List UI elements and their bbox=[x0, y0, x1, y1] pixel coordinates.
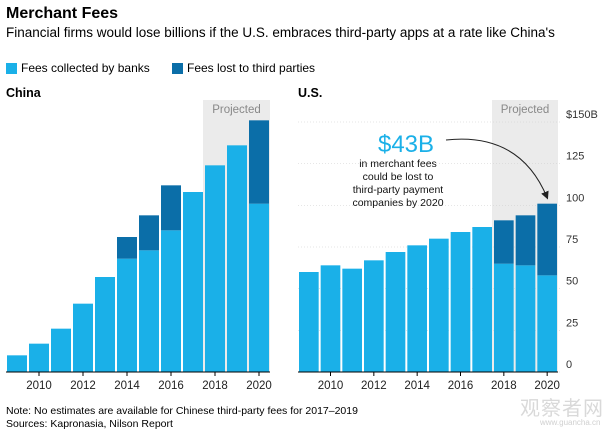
watermark-url: www.guancha.cn bbox=[540, 418, 601, 427]
footer-note: Note: No estimates are available for Chi… bbox=[6, 405, 358, 417]
us-bar-banks bbox=[364, 260, 384, 372]
legend-label-banks: Fees collected by banks bbox=[21, 61, 150, 75]
us-bar-banks bbox=[450, 232, 471, 372]
us-bar-banks bbox=[537, 275, 557, 372]
legend-swatch-third-parties bbox=[172, 62, 183, 74]
china-bar-banks bbox=[51, 328, 71, 372]
us-bar-banks bbox=[299, 272, 319, 372]
annotation-text-line: in merchant fees bbox=[359, 158, 437, 170]
us-bar-banks bbox=[429, 238, 449, 372]
annotation-arrow bbox=[445, 138, 549, 200]
legend-item-banks: Fees collected by banks bbox=[6, 61, 150, 75]
us-y-tick-label: 50 bbox=[566, 276, 578, 288]
annotation-text-line: companies by 2020 bbox=[352, 197, 443, 209]
china-bar-banks bbox=[7, 355, 27, 372]
legend-item-third-parties: Fees lost to third parties bbox=[172, 61, 315, 75]
us-x-tick-label: 2010 bbox=[318, 380, 344, 392]
us-y-tick-label: 100 bbox=[566, 192, 584, 204]
us-bar-third-parties bbox=[537, 203, 557, 276]
china-bar-banks bbox=[139, 250, 159, 372]
legend-swatch-banks bbox=[6, 62, 17, 74]
china-bar-third-parties bbox=[161, 185, 181, 231]
china-bar-third-parties bbox=[117, 237, 137, 259]
chart-subtitle: Financial firms would lose billions if t… bbox=[6, 25, 555, 40]
us-y-tick-label: 25 bbox=[566, 317, 578, 329]
china-x-tick-label: 2014 bbox=[114, 380, 140, 392]
us-bar-banks bbox=[342, 268, 362, 372]
china-bar-banks bbox=[249, 203, 269, 372]
annotation-value: $43B bbox=[378, 131, 434, 158]
china-bar-third-parties bbox=[249, 120, 269, 204]
us-x-tick-label: 2020 bbox=[534, 380, 560, 392]
us-y-tick-label: 125 bbox=[566, 151, 584, 163]
china-bar-banks bbox=[117, 258, 137, 372]
china-x-tick-label: 2012 bbox=[70, 380, 96, 392]
china-x-tick-label: 2018 bbox=[202, 380, 228, 392]
legend-label-third-parties: Fees lost to third parties bbox=[187, 61, 316, 75]
china-bar-banks bbox=[183, 192, 203, 372]
us-bar-banks bbox=[515, 265, 536, 372]
us-x-tick-label: 2016 bbox=[448, 380, 474, 392]
us-y-tick-label: $150B bbox=[566, 109, 598, 121]
us-projected-label: Projected bbox=[501, 104, 550, 116]
annotation-text-line: third-party payment bbox=[353, 184, 444, 196]
us-bar-banks bbox=[472, 227, 492, 372]
us-y-tick-label: 0 bbox=[566, 359, 572, 371]
china-projected-label: Projected bbox=[212, 104, 261, 116]
us-bar-banks bbox=[385, 252, 406, 372]
china-bar-banks bbox=[29, 343, 49, 372]
chart-title: Merchant Fees bbox=[6, 5, 119, 22]
us-x-tick-label: 2018 bbox=[491, 380, 517, 392]
us-bar-third-parties bbox=[494, 220, 514, 264]
us-bar-banks bbox=[407, 245, 427, 372]
china-panel-label: China bbox=[6, 86, 41, 100]
us-x-tick-label: 2012 bbox=[361, 380, 387, 392]
china-x-tick-label: 2020 bbox=[246, 380, 272, 392]
china-bar-third-parties bbox=[139, 215, 159, 251]
footer-sources: Sources: Kapronasia, Nilson Report bbox=[6, 418, 173, 430]
us-panel-label: U.S. bbox=[298, 86, 323, 100]
us-y-tick-label: 75 bbox=[566, 234, 578, 246]
china-x-tick-label: 2016 bbox=[158, 380, 184, 392]
us-x-tick-label: 2014 bbox=[404, 380, 430, 392]
china-bar-banks bbox=[161, 230, 181, 372]
us-bar-banks bbox=[320, 265, 341, 372]
us-bar-banks bbox=[494, 263, 514, 372]
watermark: 观察者网 bbox=[520, 398, 604, 420]
us-bar-third-parties bbox=[515, 215, 536, 266]
china-x-tick-label: 2010 bbox=[26, 380, 52, 392]
china-bar-banks bbox=[95, 277, 115, 372]
china-bar-banks bbox=[205, 165, 225, 372]
china-bar-banks bbox=[227, 145, 247, 372]
annotation-text-line: could be lost to bbox=[363, 171, 434, 183]
china-bar-banks bbox=[73, 303, 93, 372]
